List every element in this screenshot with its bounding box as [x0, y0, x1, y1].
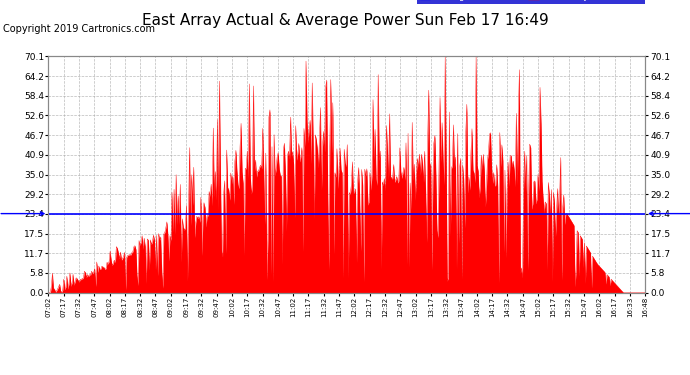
Text: East Array Actual & Average Power Sun Feb 17 16:49: East Array Actual & Average Power Sun Fe… — [141, 13, 549, 28]
Text: Copyright 2019 Cartronics.com: Copyright 2019 Cartronics.com — [3, 24, 155, 34]
Legend: Average  (DC Watts), East Array  (DC Watts): Average (DC Watts), East Array (DC Watts… — [417, 0, 645, 4]
Text: 23.410: 23.410 — [0, 209, 44, 218]
Text: 23.410: 23.410 — [649, 209, 690, 218]
